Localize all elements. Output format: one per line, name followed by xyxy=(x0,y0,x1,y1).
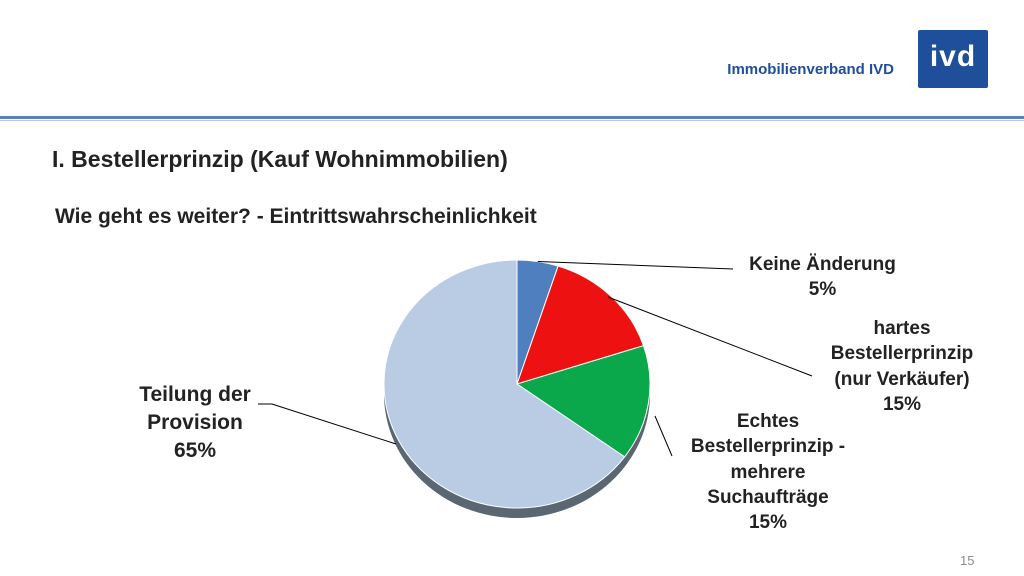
pie-label-4: Teilung der Provision 65% xyxy=(110,381,280,465)
ivd-logo: ivd xyxy=(918,30,988,88)
pie-slice-4 xyxy=(383,259,626,509)
pie-slice-2 xyxy=(516,265,645,385)
pie-label-3: Echtes Bestellerprinzip - mehrere Suchauftr… xyxy=(668,409,868,535)
pie-label-4-line-1: Teilung der xyxy=(139,383,251,406)
pie-label-1-line-1: Keine Änderung xyxy=(749,254,896,275)
pie-label-1: Keine Änderung 5% xyxy=(735,252,910,303)
pie-label-2: hartes Bestellerprinzip (nur Verkäufer) 15% xyxy=(807,316,997,417)
pie-label-3-line-4: Suchaufträge xyxy=(707,486,829,508)
header-divider xyxy=(0,116,1024,119)
leader-line-2 xyxy=(607,296,813,377)
logo-text: ivd xyxy=(929,40,977,73)
leader-line-3 xyxy=(654,415,673,457)
pie-label-3-line-2: Bestellerprinzip - xyxy=(690,436,846,458)
header-divider-thin xyxy=(0,120,1024,121)
leader-line-4 xyxy=(258,403,397,445)
slide-number: 15 xyxy=(960,553,975,568)
slide-subtitle: Wie geht es weiter? - Eintrittswahrschei… xyxy=(55,205,537,228)
pie-value-label-2: 15% xyxy=(882,393,922,415)
pie-label-2-line-1: hartes xyxy=(873,318,931,339)
pie-slice-3 xyxy=(515,345,651,458)
pie-label-2-line-3: (nur Verkäufer) xyxy=(834,368,970,390)
pie-value-label-1: 5% xyxy=(808,279,837,301)
brand-name: Immobilienverband IVD xyxy=(727,61,894,78)
pie-label-3-line-1: Echtes xyxy=(736,411,800,432)
pie-value-label-3: 15% xyxy=(748,512,788,534)
pie-label-3-line-3: mehrere xyxy=(730,461,806,483)
pie-label-2-line-2: Bestellerprinzip xyxy=(830,343,974,365)
pie-value-label-4: 65% xyxy=(173,438,217,462)
leader-line-1 xyxy=(537,261,734,270)
pie-label-4-line-2: Provision xyxy=(147,410,243,434)
slide-title: I. Bestellerprinzip (Kauf Wohnimmobilien… xyxy=(52,146,508,172)
